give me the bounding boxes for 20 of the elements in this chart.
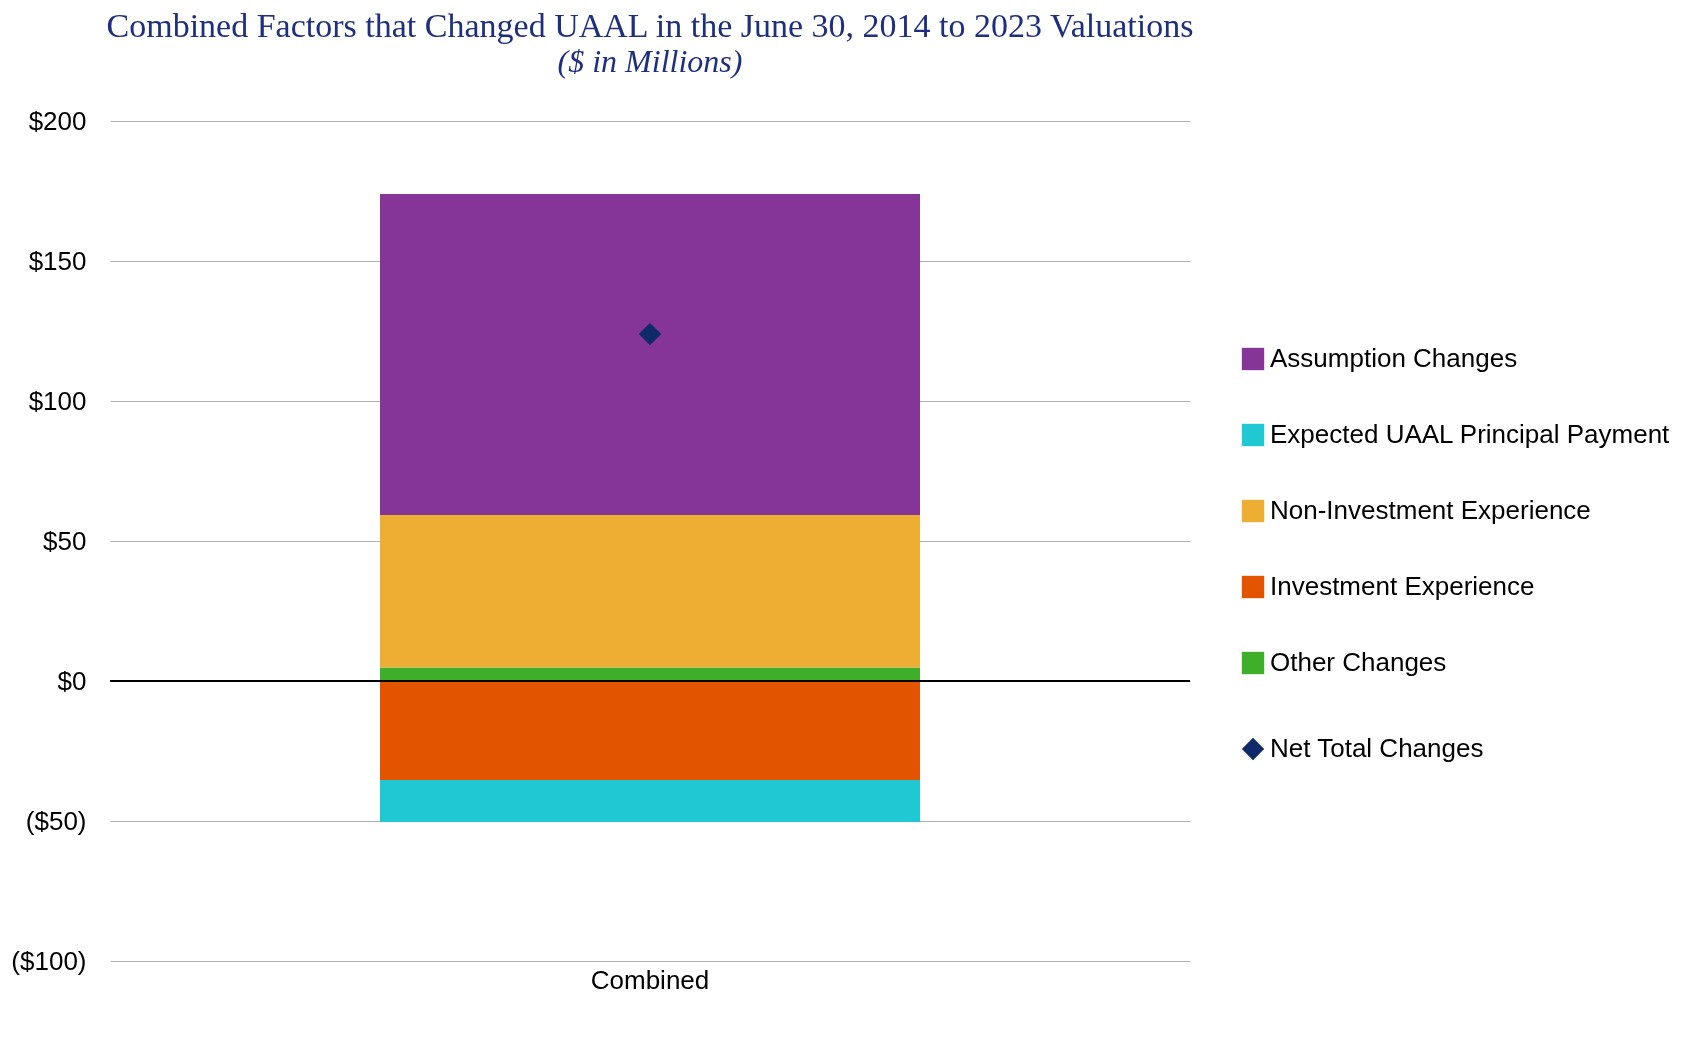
- y-tick-label: $50: [43, 525, 87, 556]
- y-tick-label: $100: [28, 385, 87, 416]
- legend-label: Other Changes: [1270, 647, 1447, 677]
- y-tick-label: $0: [57, 665, 87, 696]
- x-tick-label: Combined: [590, 964, 710, 995]
- legend-label: Non-Investment Experience: [1270, 495, 1591, 525]
- legend-label: Net Total Changes: [1270, 733, 1484, 763]
- bar: [380, 514, 920, 668]
- legend-label: Investment Experience: [1270, 571, 1535, 601]
- chart-title: Combined Factors that Changed UAAL in the June 30, 2014 to 2023 Valuations: [106, 7, 1194, 44]
- bar: [380, 194, 920, 515]
- chart-subtitle: ($ in Millions): [557, 43, 743, 79]
- y-tick-label: ($100): [11, 945, 87, 976]
- legend-label: Assumption Changes: [1270, 343, 1518, 373]
- bar: [380, 681, 920, 781]
- legend-label: Expected UAAL Principal Payment: [1270, 419, 1671, 449]
- y-tick-label: ($50): [25, 805, 87, 836]
- bar: [380, 780, 920, 823]
- y-tick-label: $200: [28, 105, 87, 136]
- y-tick-label: $150: [28, 245, 87, 276]
